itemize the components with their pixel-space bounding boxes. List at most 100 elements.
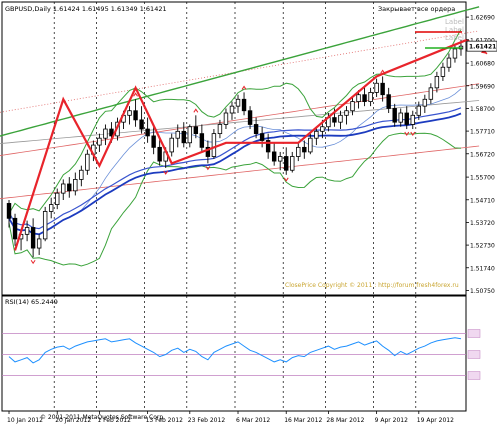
bear-candle-body [284, 156, 289, 171]
bull-candle-body [217, 124, 223, 135]
candle [308, 133, 313, 155]
fractal-down-arrow [163, 170, 169, 175]
bear-candle-body [302, 146, 307, 153]
bull-candle-body [416, 105, 422, 116]
chart-title: GBPUSD,Daily 1.61424 1.61495 1.61349 1.6… [5, 5, 167, 13]
candle [410, 110, 415, 130]
bull-candle-body [73, 179, 78, 192]
candle [55, 188, 60, 210]
bull-candle-body [61, 183, 66, 194]
candle [277, 151, 283, 171]
rsi-level-marker [467, 329, 481, 338]
moving-average-blue [8, 112, 462, 236]
x-tick-label: 19 Apr 2012 [417, 417, 454, 424]
candle [302, 140, 307, 159]
candle [67, 177, 72, 198]
fractal-up-arrow [241, 85, 247, 90]
candle [30, 218, 36, 258]
bear-candle-body [67, 183, 72, 192]
candle [61, 179, 66, 201]
y-tick-label: 1.50750 [470, 288, 495, 295]
zigzag-line [13, 38, 468, 251]
rsi-title: RSI(14) 65.2449 [5, 298, 58, 306]
bull-candle-body [344, 110, 349, 116]
candle [139, 106, 144, 134]
bull-candle-body [85, 153, 90, 171]
bull-candle-body [290, 156, 295, 171]
candle [181, 122, 186, 148]
bull-candle-body [398, 112, 403, 123]
candle [169, 133, 174, 157]
rsi-line [8, 337, 462, 364]
candle [151, 126, 156, 155]
bull-candle-body [235, 98, 241, 107]
y-tick-label: 1.60680 [470, 61, 495, 68]
candle [446, 53, 452, 72]
candle [356, 90, 361, 109]
candle [265, 133, 271, 159]
rsi-panel-frame [1, 295, 467, 412]
candle [223, 108, 229, 130]
bollinger-lower [8, 132, 462, 267]
bear-candle-body [271, 151, 277, 162]
label-text: Label [445, 18, 464, 26]
candle [42, 206, 48, 242]
candle [97, 133, 102, 152]
bear-candle-body [404, 112, 409, 125]
candle [344, 106, 349, 125]
y-tick-label: 1.62690 [470, 15, 495, 22]
bull-candle-body [97, 137, 102, 146]
candle [193, 115, 199, 139]
current-price-label: 1.61421 [469, 44, 496, 51]
bull-candle-body [42, 211, 48, 240]
candle [398, 108, 403, 127]
candle [145, 117, 150, 143]
bear-candle-body [253, 124, 259, 135]
candle [24, 220, 30, 242]
bear-candle-body [362, 94, 367, 102]
y-tick-label: 1.59690 [470, 83, 495, 90]
candle [6, 200, 12, 228]
bear-candle-body [109, 128, 114, 137]
x-tick-label: 6 Mar 2012 [236, 417, 270, 424]
fractal-up-arrow [133, 92, 138, 97]
red-channel-line-1 [0, 83, 480, 156]
x-tick-label: 1 Feb 2012 [97, 417, 131, 424]
candle [392, 103, 397, 127]
candle [175, 124, 180, 148]
candle [199, 124, 205, 152]
bull-candle-body [127, 110, 132, 116]
bear-candle-body [259, 133, 265, 141]
bull-candle-body [79, 169, 84, 180]
bull-candle-body [55, 192, 60, 205]
candle [362, 85, 367, 107]
fractal-up-arrow [193, 108, 199, 113]
bull-candle-body [48, 204, 54, 212]
bull-candle-body [446, 57, 452, 68]
y-tick-label: 1.51740 [470, 265, 495, 272]
candle [284, 147, 289, 175]
fractal-down-arrow [404, 131, 410, 136]
fractal-down-arrow [410, 131, 416, 136]
bull-candle-body [320, 126, 325, 132]
bull-candle-body [410, 114, 415, 125]
rsi-level-marker [467, 350, 481, 359]
candle [103, 124, 108, 146]
bull-candle-body [452, 48, 458, 59]
fractal-down-arrow [205, 166, 211, 171]
bull-candle-body [434, 75, 440, 89]
candle [157, 138, 162, 166]
candle [290, 151, 295, 173]
candle [338, 110, 343, 130]
x-tick-label: 23 Feb 2012 [188, 417, 226, 424]
bull-candle-body [422, 98, 428, 107]
fractal-down-arrow [30, 259, 36, 265]
bear-candle-body [199, 133, 205, 148]
bull-candle-body [308, 137, 313, 153]
candle [36, 234, 42, 255]
y-tick-label: 1.55700 [470, 175, 495, 182]
candle [235, 94, 241, 114]
candle [241, 92, 247, 116]
y-tick-label: 1.52730 [470, 243, 495, 250]
